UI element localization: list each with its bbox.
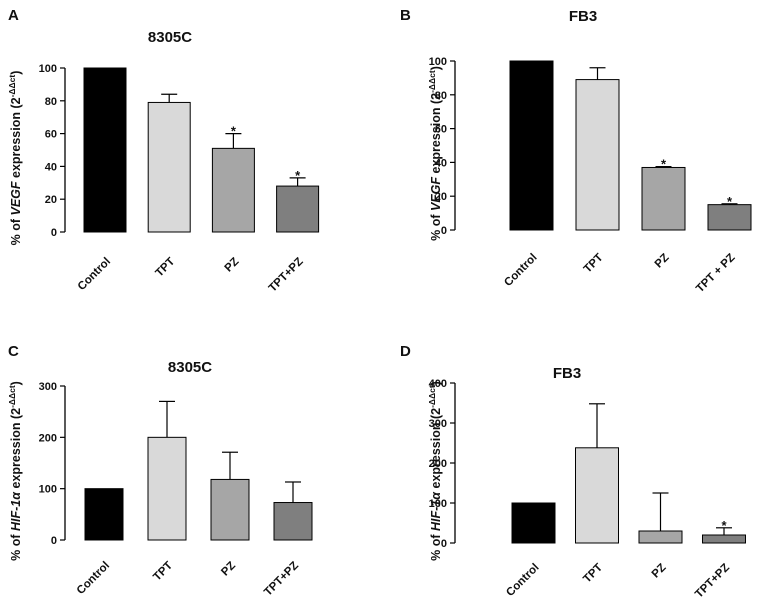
x-category-label: PZ <box>223 256 242 275</box>
y-tick-label: 0 <box>51 535 57 547</box>
chart-panel-d: D FB3 0 100 200 300 400% of HIF-1α expression … <box>400 343 746 601</box>
y-tick-label: 60 <box>45 129 57 141</box>
significance-marker: * <box>661 157 667 172</box>
significance-marker: * <box>721 518 727 533</box>
y-tick-label: 20 <box>45 194 57 206</box>
bar <box>509 60 554 231</box>
bar <box>83 67 127 233</box>
significance-marker: * <box>295 168 301 183</box>
bar <box>641 166 686 231</box>
significance-marker: * <box>231 124 237 139</box>
x-category-label: PZ <box>219 560 238 579</box>
significance-marker: * <box>727 194 733 209</box>
x-category-label: TPT <box>582 252 606 276</box>
y-axis-label: % of VEGF expression (2-ΔΔct) <box>7 71 23 246</box>
bar <box>211 147 255 233</box>
chart-title: FB3 <box>553 365 581 382</box>
bar <box>210 478 250 541</box>
y-tick-label: 60 <box>435 124 447 136</box>
y-tick-label: 80 <box>45 96 57 108</box>
chart-title: FB3 <box>569 8 597 25</box>
y-tick-label: 300 <box>39 381 57 393</box>
chart-title: 8305C <box>168 359 212 376</box>
chart-panel-a: A 8305C 0 20 40 60 80 100 % of VEGF expression (… <box>7 7 320 295</box>
x-category-label: TPT+PZ <box>262 560 301 599</box>
panel-letter: B <box>400 7 411 24</box>
bar <box>511 502 556 544</box>
y-tick-label: 80 <box>435 90 447 102</box>
y-axis-label: % of HIF-1α expression (2-ΔΔct) <box>427 381 443 561</box>
panel-letter: C <box>8 343 19 360</box>
y-tick-label: 100 <box>429 498 447 510</box>
bar <box>575 79 620 231</box>
x-category-label: Control <box>502 252 539 289</box>
y-tick-label: 0 <box>51 227 57 239</box>
x-category-label: TPT+PZ <box>693 562 732 601</box>
bar <box>147 101 191 233</box>
x-category-label: TPT <box>151 560 175 584</box>
bar <box>575 447 619 544</box>
x-category-label: TPT+PZ <box>267 256 306 295</box>
x-category-label: Control <box>75 560 112 597</box>
panel-letter: A <box>8 7 19 24</box>
bar <box>638 530 683 544</box>
y-tick-label: 100 <box>429 56 447 68</box>
bar <box>147 436 187 541</box>
chart-title: 8305C <box>148 29 192 46</box>
y-tick-label: 200 <box>429 458 447 470</box>
chart-panel-c: C 8305C 0 100 200 300 % of HIF-1α expression (… <box>7 343 313 599</box>
y-tick-label: 200 <box>39 432 57 444</box>
y-tick-label: 40 <box>435 157 447 169</box>
y-tick-label: 20 <box>435 191 447 203</box>
bar <box>707 204 752 231</box>
x-category-label: Control <box>76 256 113 293</box>
x-category-label: TPT <box>153 256 177 280</box>
x-category-label: TPT + PZ <box>694 252 738 296</box>
x-category-label: PZ <box>653 252 672 271</box>
panel-letter: D <box>400 343 411 360</box>
x-category-label: PZ <box>650 562 669 581</box>
bar <box>702 534 746 544</box>
y-tick-label: 300 <box>429 418 447 430</box>
bar <box>276 185 320 233</box>
y-tick-label: 400 <box>429 378 447 390</box>
bar <box>84 488 124 541</box>
x-category-label: Control <box>504 562 541 599</box>
x-category-label: TPT <box>581 562 605 586</box>
y-tick-label: 0 <box>441 538 447 550</box>
y-tick-label: 0 <box>441 225 447 237</box>
y-axis-label: % of VEGF expression (2-ΔΔct) <box>427 66 443 241</box>
y-tick-label: 100 <box>39 484 57 496</box>
y-tick-label: 100 <box>39 63 57 75</box>
chart-panel-b: B FB3 0 20 40 60 80 100% of VEGF expression (2-… <box>400 7 752 296</box>
y-tick-label: 40 <box>45 161 57 173</box>
bar <box>273 502 313 541</box>
y-axis-label: % of HIF-1α expression (2-ΔΔct) <box>7 381 23 561</box>
